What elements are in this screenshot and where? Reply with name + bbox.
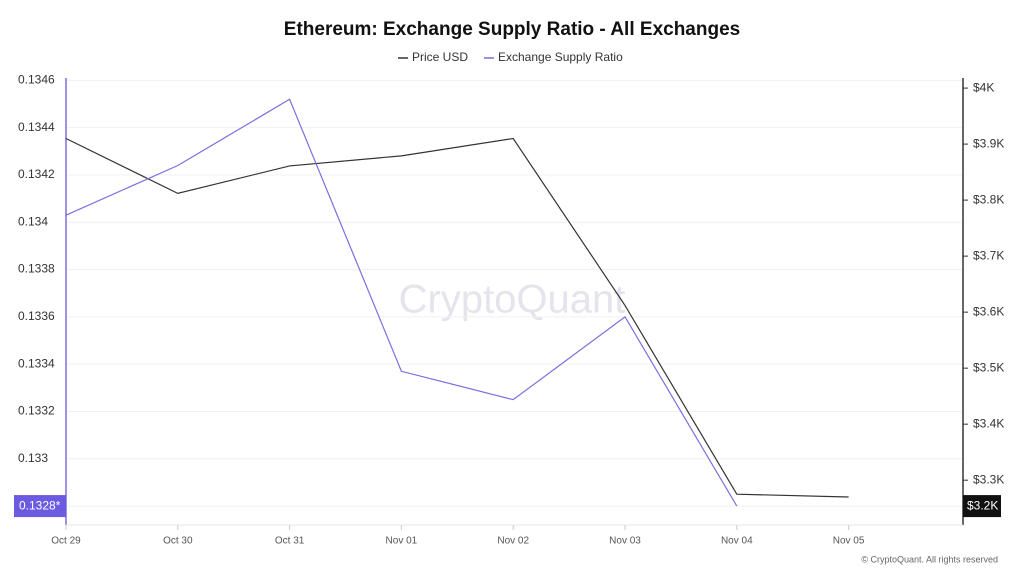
y2-tick-label: $4K [973, 80, 994, 94]
series-line [65, 137, 849, 498]
x-tick-label: Nov 04 [721, 536, 753, 547]
y-tick-label: 0.1338 [18, 262, 55, 276]
y-tick-label: 0.133 [18, 451, 48, 465]
x-tick-label: Nov 05 [833, 536, 865, 547]
y-tick-label: 0.1342 [18, 167, 55, 181]
y-tick-label: 0.1334 [18, 356, 55, 370]
y2-tick-label: $3.7K [973, 248, 1004, 262]
y-tick-label: 0.134 [18, 214, 48, 228]
x-tick-label: Oct 30 [163, 536, 193, 547]
footer: © CryptoQuant. All rights reserved [861, 554, 998, 564]
watermark: CryptoQuant [399, 278, 626, 322]
y-tick-label: 0.1344 [18, 120, 55, 134]
y2-tick-label: $3.5K [973, 360, 1004, 374]
legend-label: Exchange Supply Ratio [498, 50, 623, 64]
current-label: 0.1328* [19, 498, 61, 512]
y2-tick-label: $3.8K [973, 192, 1004, 206]
current-badge [14, 495, 66, 518]
y-tick-label: 0.1336 [18, 309, 55, 323]
y-tick-label: 0.1332 [18, 404, 55, 418]
y2-tick-label: $3.6K [973, 304, 1004, 318]
series-line [65, 98, 738, 507]
x-tick-label: Nov 03 [609, 536, 641, 547]
chart-title: Ethereum: Exchange Supply Ratio - All Ex… [284, 19, 740, 40]
x-tick-label: Oct 29 [51, 536, 81, 547]
x-tick-label: Nov 01 [386, 536, 418, 547]
y2-tick-label: $3.4K [973, 416, 1004, 430]
y2-tick-label: $3.9K [973, 136, 1004, 150]
x-tick-label: Nov 02 [497, 536, 529, 547]
x-tick-label: Oct 31 [275, 536, 305, 547]
current-badge [963, 495, 1001, 518]
y-tick-label: 0.1346 [18, 73, 55, 87]
y2-tick-label: $3.3K [973, 472, 1004, 486]
legend-label: Price USD [412, 50, 468, 64]
current-label: $3.2K [967, 498, 998, 512]
